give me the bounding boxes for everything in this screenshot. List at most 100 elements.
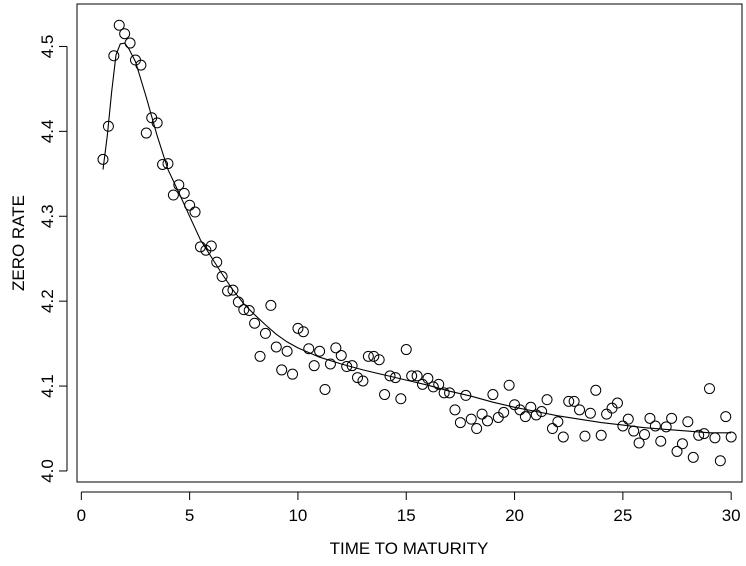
data-point: [108, 50, 120, 62]
data-point: [438, 387, 450, 399]
data-point: [124, 37, 136, 49]
data-point: [205, 240, 217, 252]
data-point: [265, 299, 277, 311]
data-point: [552, 416, 564, 428]
data-point: [373, 354, 385, 366]
data-point: [622, 413, 634, 425]
data-point: [254, 350, 266, 362]
y-tick-label: 4.4: [38, 120, 57, 144]
data-point: [704, 383, 716, 395]
data-point: [173, 179, 185, 191]
data-point: [297, 326, 309, 338]
data-point: [406, 370, 418, 382]
data-point: [530, 409, 542, 421]
data-point: [584, 407, 596, 419]
data-point: [379, 389, 391, 401]
y-tick-label: 4.3: [38, 204, 57, 228]
data-point: [525, 401, 537, 413]
data-point: [243, 304, 255, 316]
data-point: [628, 425, 640, 437]
data-point: [184, 199, 196, 211]
x-tick-label: 0: [77, 506, 86, 525]
data-point: [249, 317, 261, 329]
data-point: [97, 153, 109, 165]
data-point: [536, 406, 548, 418]
data-point: [541, 394, 553, 406]
data-point: [400, 344, 412, 356]
data-point: [563, 395, 575, 407]
data-point: [682, 416, 694, 428]
data-point: [444, 387, 456, 399]
data-point: [725, 431, 737, 443]
data-point: [211, 256, 223, 268]
data-point: [720, 411, 732, 423]
data-point: [308, 360, 320, 372]
data-point: [135, 59, 147, 71]
data-point: [335, 349, 347, 361]
y-axis: 4.0 4.1 4.2 4.3 4.4 4.5: [38, 35, 68, 483]
data-point: [649, 420, 661, 432]
data-point: [698, 428, 710, 440]
data-point: [238, 304, 250, 316]
data-point: [460, 389, 472, 401]
data-point: [487, 389, 499, 401]
data-point: [303, 343, 315, 355]
data-point: [140, 127, 152, 139]
data-point: [633, 437, 645, 449]
data-point: [178, 187, 190, 199]
data-point: [227, 284, 239, 296]
data-point: [709, 432, 721, 444]
data-point: [660, 421, 672, 433]
data-point: [465, 413, 477, 425]
data-point: [314, 345, 326, 357]
data-point: [102, 120, 114, 132]
data-point: [422, 372, 434, 384]
data-point: [590, 384, 602, 396]
data-point: [579, 430, 591, 442]
data-point: [476, 408, 488, 420]
data-point: [574, 404, 586, 416]
data-point: [151, 117, 163, 129]
data-point: [324, 358, 336, 370]
data-point: [411, 370, 423, 382]
data-point: [346, 360, 358, 372]
fit-curve-line: [102, 42, 732, 434]
data-point: [693, 429, 705, 441]
data-point: [189, 206, 201, 218]
data-point: [194, 241, 206, 253]
data-point: [714, 455, 726, 467]
data-point: [519, 411, 531, 423]
data-point: [601, 408, 613, 420]
data-point: [595, 429, 607, 441]
data-point: [471, 423, 483, 435]
x-tick-label: 5: [185, 506, 194, 525]
data-point: [395, 393, 407, 405]
data-point: [454, 417, 466, 429]
y-tick-label: 4.0: [38, 459, 57, 483]
data-point: [671, 445, 683, 457]
data-point: [498, 406, 510, 418]
y-tick-label: 4.2: [38, 289, 57, 313]
data-point: [113, 19, 125, 31]
data-point: [352, 372, 364, 384]
data-point: [568, 395, 580, 407]
data-point: [676, 438, 688, 450]
data-point: [503, 379, 515, 391]
data-point: [222, 285, 234, 297]
data-point: [427, 381, 439, 393]
x-axis: 0 5 10 15 20 25 30: [77, 491, 741, 525]
data-point: [281, 345, 293, 357]
data-point: [481, 415, 493, 427]
data-point: [341, 361, 353, 373]
data-point: [546, 423, 558, 435]
data-point: [330, 342, 342, 354]
data-point: [292, 322, 304, 334]
data-point: [216, 271, 228, 283]
y-axis-label: ZERO RATE: [9, 195, 28, 291]
y-tick-label: 4.5: [38, 35, 57, 59]
data-point: [162, 158, 174, 170]
x-tick-label: 15: [397, 506, 416, 525]
data-point: [611, 397, 623, 409]
x-tick-label: 25: [613, 506, 632, 525]
